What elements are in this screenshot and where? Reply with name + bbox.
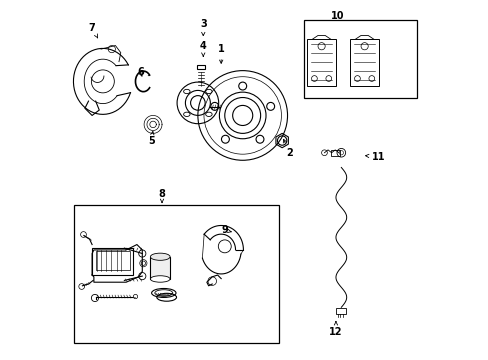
Bar [150,257,170,279]
Text: 12: 12 [328,321,342,337]
Text: 4: 4 [200,41,206,57]
Text: 5: 5 [147,131,154,145]
Bar [303,21,416,98]
Text: 3: 3 [200,19,206,36]
Text: 8: 8 [158,189,165,203]
Bar [196,64,205,69]
Bar [349,39,378,86]
Bar [74,205,278,343]
Bar [306,39,335,86]
Ellipse shape [150,276,170,282]
Ellipse shape [150,253,170,260]
Text: 9: 9 [221,225,231,235]
Text: 6: 6 [137,67,143,77]
Bar [92,248,133,275]
Bar [96,251,129,270]
Text: 7: 7 [88,23,98,38]
Bar [335,308,346,315]
Text: 11: 11 [365,152,385,162]
Bar [330,150,339,156]
Text: 1: 1 [217,44,224,63]
Text: 2: 2 [283,139,292,158]
Text: 10: 10 [330,11,344,21]
